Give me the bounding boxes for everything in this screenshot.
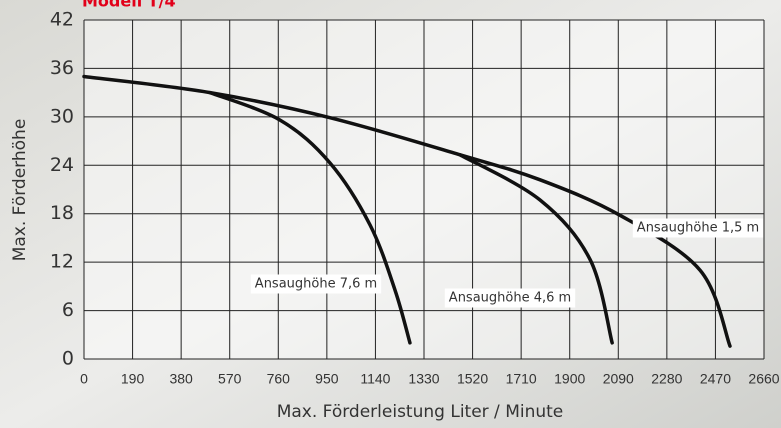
x-tick-label: 950: [315, 371, 339, 387]
y-tick-label: 0: [62, 348, 74, 370]
x-axis-label: Max. Förderleistung Liter / Minute: [277, 402, 564, 422]
y-tick-label: 36: [50, 57, 74, 79]
series-label: Ansaughöhe 1,5 m: [637, 221, 759, 236]
series-label: Ansaughöhe 4,6 m: [449, 291, 571, 306]
series-label: Ansaughöhe 7,6 m: [255, 277, 377, 292]
curve: [458, 153, 614, 345]
y-tick-label: 24: [50, 154, 74, 176]
y-tick-label: 18: [50, 202, 74, 224]
y-tick-label: 6: [62, 299, 74, 321]
x-tick-label: 570: [218, 371, 242, 387]
label-box: [632, 218, 764, 238]
curve: [208, 90, 412, 345]
x-tick-label: 0: [80, 371, 88, 387]
x-tick-label: 2660: [748, 371, 779, 387]
x-tick-label: 2280: [651, 371, 682, 387]
label-box: [250, 274, 382, 294]
x-tick-label: 1520: [457, 371, 488, 387]
y-tick-label: 30: [50, 105, 74, 127]
y-tick-label: 42: [50, 9, 74, 31]
x-tick-label: 1330: [408, 371, 439, 387]
x-tick-label: 1710: [506, 371, 537, 387]
label-box: [444, 288, 576, 308]
x-tick-label: 760: [267, 371, 291, 387]
x-tick-label: 2090: [603, 371, 634, 387]
chart-title: Modell T/4: [82, 0, 176, 11]
y-tick-label: 12: [50, 251, 74, 273]
y-axis-label: Max. Förderhöhe: [10, 119, 30, 262]
x-tick-label: 2470: [700, 371, 731, 387]
x-tick-label: 190: [121, 371, 145, 387]
x-tick-label: 380: [169, 371, 193, 387]
x-tick-label: 1900: [554, 371, 585, 387]
x-tick-label: 1140: [360, 371, 390, 387]
